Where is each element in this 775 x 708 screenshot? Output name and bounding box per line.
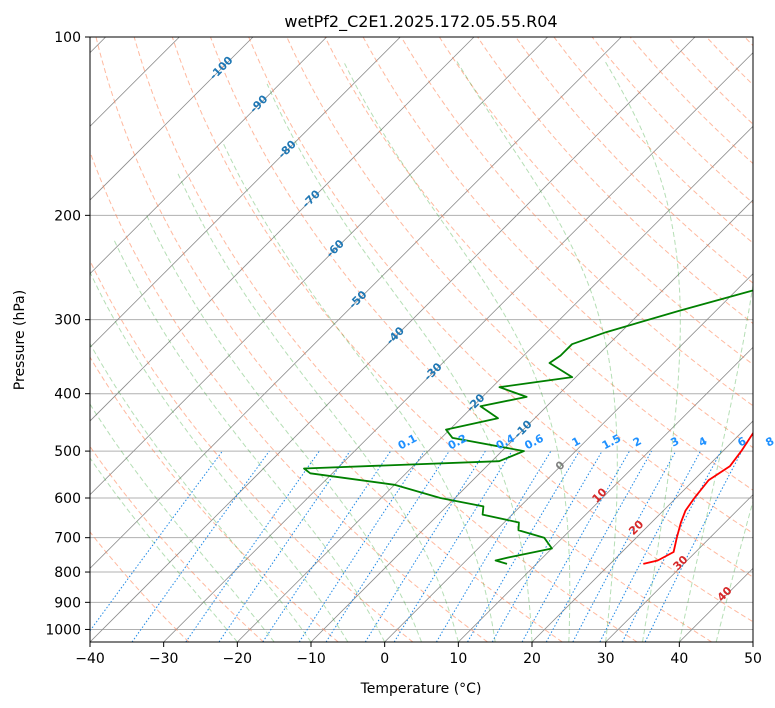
moist-adiabat-line (221, 141, 496, 642)
dry-adiabat-line (438, 37, 753, 366)
y-tick-label: 800 (54, 565, 81, 581)
mixing-ratio-line (325, 450, 450, 642)
mixing-ratio-line (185, 450, 320, 642)
isotherm-line (90, 37, 548, 496)
dry-adiabat-line (362, 37, 753, 449)
moist-adiabat-line (678, 282, 753, 642)
mixing-ratio-line (393, 450, 513, 642)
dry-adiabat-line (591, 37, 753, 204)
y-tick-label: 600 (54, 491, 81, 507)
dry-adiabat-line (133, 37, 638, 642)
moist-adiabat-line (90, 403, 275, 642)
moist-adiabat-line (456, 61, 618, 642)
isotherm-line (163, 52, 753, 642)
moist-adiabat-line (177, 173, 459, 642)
axis-ticks: −40 −30 −20 −10 0 10 20 30 40 50 1000 900 800 700 600 5… (45, 30, 762, 667)
dry-adiabat-line (95, 37, 563, 642)
y-tick-label: 200 (54, 208, 81, 224)
mixing-ratio-line (572, 450, 677, 642)
dry-adiabat-line (248, 37, 753, 578)
mixing-ratio-line (131, 450, 270, 642)
x-axis-label: Temperature (°C) (360, 681, 482, 697)
y-tick-label: 900 (54, 595, 81, 611)
x-tick-label: −30 (149, 651, 179, 667)
dry-adiabat-line (553, 37, 753, 244)
x-tick-label: 30 (597, 651, 615, 667)
dry-adiabat-line (90, 356, 339, 642)
mixing-ratio-line (644, 450, 743, 642)
isotherm-line (90, 37, 401, 348)
plot-area (90, 37, 753, 642)
dry-adiabat-line (90, 531, 190, 642)
isotherm-line (90, 37, 475, 422)
mixing-ratio-line (599, 450, 701, 642)
moist-adiabat-line (146, 215, 422, 642)
mixing-ratio-line (435, 450, 552, 642)
temperature-profile (643, 431, 753, 565)
moist-adiabat-line (343, 61, 571, 642)
y-axis-label: Pressure (hPa) (12, 290, 28, 390)
dry-adiabat-line (90, 150, 488, 642)
dry-adiabat-line (477, 37, 753, 325)
isotherm-line (90, 37, 254, 201)
isotherm-line (458, 346, 753, 642)
dry-adiabat-line (210, 37, 753, 623)
moist-adiabat-line (715, 499, 753, 642)
dewpoint-profile (303, 289, 753, 565)
x-tick-label: −20 (223, 651, 253, 667)
moist-adiabat-line (266, 83, 533, 642)
moist-adiabat-line (90, 272, 349, 642)
isotherm-line (237, 125, 753, 642)
moist-adiabat-line (90, 342, 312, 642)
mixing-ratio-line (298, 450, 425, 642)
x-tick-label: 50 (744, 651, 762, 667)
x-tick-label: 0 (380, 651, 389, 667)
mixing-ratio-line (545, 450, 653, 642)
dry-adiabat-line (90, 259, 414, 642)
mixing-ratio-line (90, 450, 223, 632)
y-tick-label: 500 (54, 444, 81, 460)
y-tick-label: 100 (54, 30, 81, 46)
isotherm-line (605, 494, 753, 642)
dry-adiabat-line (324, 37, 753, 491)
x-tick-label: −40 (75, 651, 105, 667)
y-tick-label: 700 (54, 531, 81, 547)
mixing-ratio-line (364, 450, 486, 642)
moist-adiabat-line (604, 61, 681, 642)
x-tick-label: −10 (296, 651, 326, 667)
x-tick-label: 20 (523, 651, 541, 667)
dry-adiabat-line (171, 37, 712, 642)
chart-title: wetPf2_C2E1.2025.172.05.55.R04 (284, 12, 557, 32)
isotherm-line (531, 420, 753, 642)
x-tick-label: 10 (449, 651, 467, 667)
isotherm-line (90, 37, 622, 569)
mixing-ratio-line (218, 450, 351, 642)
mixing-ratio-line (262, 450, 392, 642)
isotherm-line (384, 273, 753, 642)
isotherm-line (90, 37, 696, 642)
moist-adiabat-line (113, 239, 386, 642)
y-tick-label: 1000 (45, 622, 81, 638)
mixing-ratio-label: 8 (763, 434, 775, 449)
moist-adiabat-line (90, 457, 238, 642)
y-tick-label: 400 (54, 387, 81, 403)
isotherm-line (90, 37, 327, 275)
dry-adiabat-line (286, 37, 753, 534)
y-tick-label: 300 (54, 313, 81, 329)
mixing-ratio-line (521, 450, 630, 642)
plot-frame (89, 36, 754, 643)
x-tick-label: 40 (670, 651, 688, 667)
dry-adiabat-line (400, 37, 753, 407)
